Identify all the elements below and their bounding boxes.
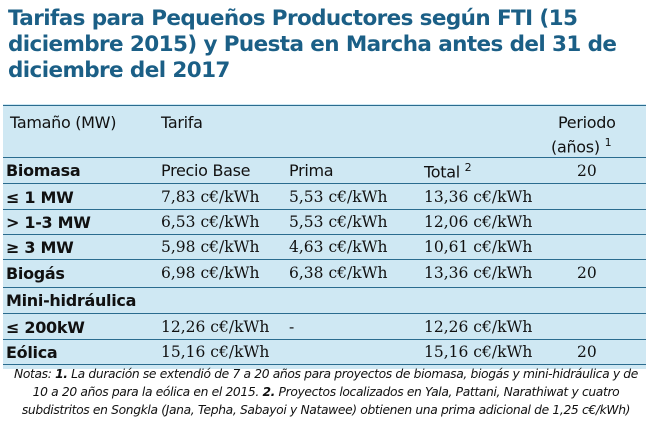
row-label: ≤ 200kW — [6, 318, 85, 337]
cell-total: 12,06 c€/kWh — [424, 213, 533, 231]
rule-top — [3, 105, 646, 106]
cell-prima: - — [289, 318, 295, 336]
rule-row — [3, 234, 646, 235]
note2-number: 2. — [262, 385, 275, 399]
col-header-prima: Prima — [289, 161, 334, 180]
col-header-total-sup: 2 — [464, 161, 472, 174]
header-period-sup: 1 — [604, 136, 612, 149]
cell-period: 20 — [577, 264, 597, 282]
rule-row — [3, 287, 646, 288]
table-background — [3, 104, 646, 369]
biomass-period: 20 — [577, 162, 597, 180]
cell-total: 13,36 c€/kWh — [424, 188, 533, 206]
cell-prima: 6,38 c€/kWh — [289, 264, 388, 282]
cell-base: 6,98 c€/kWh — [161, 264, 260, 282]
rule-row — [3, 313, 646, 314]
header-size: Tamaño (MW) — [10, 113, 117, 132]
cell-total: 13,36 c€/kWh — [424, 264, 533, 282]
header-period-sub: (años) — [551, 137, 600, 157]
col-header-base: Precio Base — [161, 161, 251, 180]
cell-prima: 4,63 c€/kWh — [289, 238, 388, 256]
footnotes: Notas: 1. La duración se extendió de 7 a… — [6, 365, 646, 419]
row-label: ≥ 3 MW — [6, 238, 74, 257]
cell-base: 7,83 c€/kWh — [161, 188, 260, 206]
rule-row — [3, 339, 646, 340]
cell-prima: 5,53 c€/kWh — [289, 188, 388, 206]
rule-row — [3, 259, 646, 260]
row-label-biomass: Biomasa — [6, 161, 81, 180]
cell-period: 20 — [577, 343, 597, 361]
row-label: ≤ 1 MW — [6, 188, 74, 207]
figure-title: Tarifas para Pequeños Productores según … — [8, 6, 617, 83]
cell-base: 12,26 c€/kWh — [161, 318, 270, 336]
row-label: Mini-hidráulica — [6, 291, 137, 310]
rule-row — [3, 183, 646, 184]
col-header-total-label: Total — [424, 162, 460, 182]
rule-row — [3, 209, 646, 210]
cell-base: 5,98 c€/kWh — [161, 238, 260, 256]
row-label: Eólica — [6, 343, 58, 362]
cell-total: 10,61 c€/kWh — [424, 238, 533, 256]
rule-bottom — [3, 364, 646, 365]
header-period: Periodo — [558, 113, 616, 132]
cell-total: 12,26 c€/kWh — [424, 318, 533, 336]
note1-number: 1. — [55, 367, 68, 381]
cell-base: 15,16 c€/kWh — [161, 343, 270, 361]
rule-header — [3, 157, 646, 158]
note1-text: La duración se extendió de 7 a 20 años p… — [32, 367, 639, 399]
note2-text: Proyectos localizados en Yala, Pattani, … — [21, 385, 631, 417]
header-tariff: Tarifa — [161, 113, 203, 132]
row-label: > 1-3 MW — [6, 213, 91, 232]
row-label: Biogás — [6, 264, 65, 283]
cell-total: 15,16 c€/kWh — [424, 343, 533, 361]
cell-prima: 5,53 c€/kWh — [289, 213, 388, 231]
cell-base: 6,53 c€/kWh — [161, 213, 260, 231]
col-header-total: Total 2 — [424, 161, 472, 182]
header-period-unit: (años) 1 — [551, 136, 612, 157]
notes-prefix: Notas: — [14, 367, 56, 381]
